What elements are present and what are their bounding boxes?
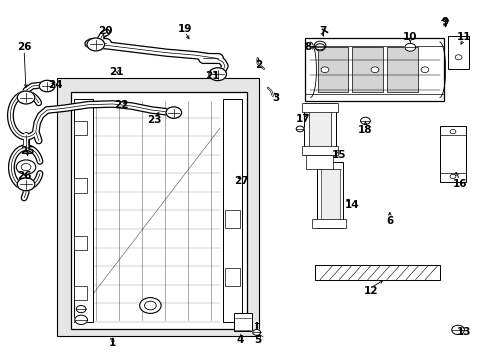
Text: 3: 3 bbox=[272, 93, 279, 103]
Bar bbox=[224, 268, 239, 286]
Bar bbox=[74, 286, 86, 300]
Bar bbox=[320, 169, 339, 220]
Circle shape bbox=[420, 67, 428, 73]
Text: 23: 23 bbox=[147, 115, 161, 125]
Bar bbox=[74, 178, 86, 193]
Text: 4: 4 bbox=[236, 334, 244, 345]
Text: 21: 21 bbox=[109, 67, 124, 77]
Bar bbox=[315, 265, 439, 280]
Circle shape bbox=[76, 306, 86, 313]
Bar bbox=[304, 103, 335, 155]
Bar bbox=[352, 47, 382, 92]
Text: 27: 27 bbox=[233, 176, 248, 186]
Circle shape bbox=[39, 80, 55, 92]
Circle shape bbox=[314, 41, 325, 50]
Bar bbox=[74, 121, 86, 135]
Text: 16: 16 bbox=[452, 179, 467, 189]
Text: 24: 24 bbox=[48, 80, 62, 90]
Circle shape bbox=[17, 91, 35, 104]
Text: 8: 8 bbox=[304, 42, 311, 52]
Circle shape bbox=[208, 68, 226, 81]
Circle shape bbox=[17, 178, 35, 191]
Bar bbox=[301, 103, 337, 112]
Circle shape bbox=[449, 130, 455, 134]
Circle shape bbox=[75, 315, 87, 324]
Text: 7: 7 bbox=[318, 26, 325, 36]
Text: 19: 19 bbox=[178, 24, 192, 35]
Text: 12: 12 bbox=[363, 286, 378, 296]
Bar bbox=[224, 211, 239, 228]
Circle shape bbox=[252, 329, 260, 335]
Circle shape bbox=[87, 38, 104, 51]
Circle shape bbox=[451, 325, 464, 334]
Text: 17: 17 bbox=[295, 114, 310, 124]
Text: 26: 26 bbox=[17, 171, 31, 181]
Bar bbox=[439, 126, 466, 182]
Bar bbox=[233, 313, 252, 331]
Text: 14: 14 bbox=[344, 200, 358, 210]
Circle shape bbox=[360, 117, 369, 125]
Circle shape bbox=[449, 174, 455, 179]
Text: 2: 2 bbox=[255, 60, 262, 70]
Text: 20: 20 bbox=[98, 26, 113, 36]
Text: 21: 21 bbox=[205, 71, 220, 81]
Text: 9: 9 bbox=[441, 17, 448, 27]
Bar bbox=[311, 220, 345, 228]
Text: 6: 6 bbox=[386, 216, 393, 226]
Bar bbox=[305, 39, 444, 101]
Text: 18: 18 bbox=[357, 125, 372, 135]
Bar bbox=[447, 36, 468, 69]
Text: 25: 25 bbox=[20, 146, 35, 156]
Text: 13: 13 bbox=[456, 327, 470, 337]
Bar bbox=[71, 92, 246, 329]
Bar bbox=[74, 235, 86, 250]
Bar bbox=[386, 47, 417, 92]
Bar bbox=[222, 99, 242, 321]
Text: 22: 22 bbox=[114, 100, 129, 110]
Text: 26: 26 bbox=[17, 42, 31, 52]
Text: 10: 10 bbox=[402, 32, 417, 41]
Bar bbox=[316, 162, 343, 228]
Circle shape bbox=[321, 67, 328, 73]
Circle shape bbox=[296, 126, 304, 132]
Circle shape bbox=[404, 43, 415, 51]
Circle shape bbox=[165, 107, 181, 118]
Text: 15: 15 bbox=[331, 150, 345, 160]
Circle shape bbox=[370, 67, 378, 73]
Text: 11: 11 bbox=[456, 32, 470, 41]
Bar bbox=[308, 108, 330, 149]
Circle shape bbox=[16, 160, 36, 174]
Bar bbox=[57, 78, 259, 336]
Bar bbox=[74, 99, 93, 321]
Circle shape bbox=[315, 44, 325, 51]
Bar bbox=[301, 146, 337, 155]
Text: 5: 5 bbox=[254, 334, 261, 345]
Text: 1: 1 bbox=[109, 338, 116, 348]
Circle shape bbox=[140, 298, 161, 314]
Circle shape bbox=[454, 55, 461, 60]
Bar bbox=[306, 155, 332, 169]
Bar bbox=[317, 47, 347, 92]
